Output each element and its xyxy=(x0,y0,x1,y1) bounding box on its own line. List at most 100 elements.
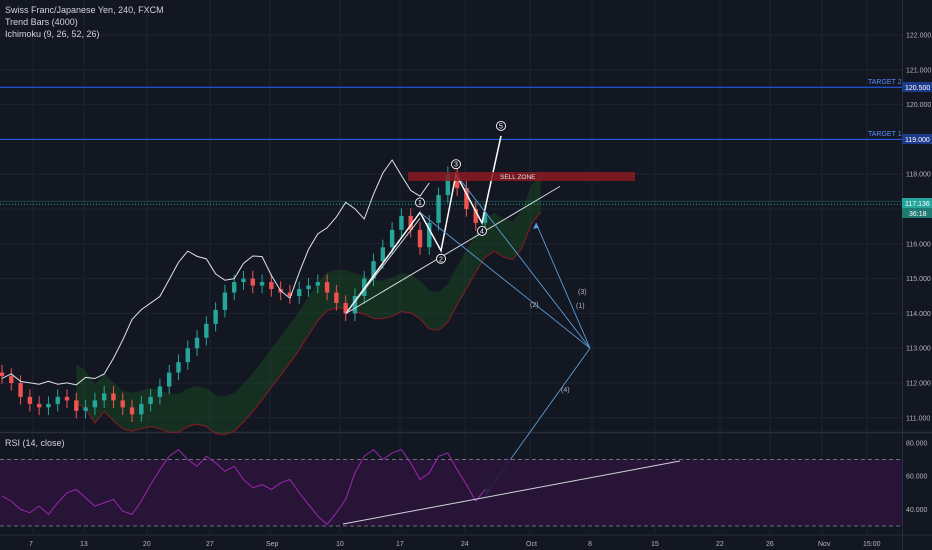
countdown-badge xyxy=(902,208,932,218)
candle xyxy=(389,229,395,248)
wave-label: 3 xyxy=(454,162,458,169)
lagging-span xyxy=(1,159,430,386)
wave-marker xyxy=(496,120,506,131)
candle xyxy=(101,393,107,401)
rsi-tick-label: 60.000 xyxy=(906,474,928,481)
candle xyxy=(83,407,88,411)
candle xyxy=(74,400,79,411)
ichimoku-lagging-span xyxy=(1,159,430,386)
candle xyxy=(454,174,460,189)
candle xyxy=(464,188,469,209)
candle xyxy=(315,282,321,286)
projection-line xyxy=(419,212,591,349)
elliott-waves[interactable]: 1 2 3 4 5 xyxy=(345,120,561,314)
rsi-trendline xyxy=(342,460,681,525)
candle xyxy=(148,396,153,404)
candle xyxy=(334,292,339,303)
candle xyxy=(324,282,330,293)
trendline-upper xyxy=(345,185,561,314)
time-tick-label: 24 xyxy=(461,541,469,548)
candle xyxy=(417,229,423,248)
current-price: 117.136 xyxy=(905,201,930,208)
candle xyxy=(55,396,60,404)
chart-title[interactable]: Swiss Franc/Japanese Yen, 240, FXCM xyxy=(5,5,164,15)
candle xyxy=(473,209,478,223)
wave-label: 1 xyxy=(418,200,422,207)
candle xyxy=(297,289,302,296)
time-tick-label: 26 xyxy=(766,541,774,548)
time-axis[interactable]: 7 13 20 27 Sep 10 17 24 Oct 8 15 22 26 Nov 15:00 xyxy=(29,541,881,548)
time-tick-label: 15 xyxy=(651,541,659,548)
price-tick-label: 113.000 xyxy=(906,346,931,353)
projection-label-4: (4) xyxy=(561,387,570,394)
indicator-ichimoku[interactable]: Ichimoku (9, 26, 52, 26) xyxy=(5,29,100,39)
sell-zone-box[interactable] xyxy=(408,172,635,181)
candle xyxy=(287,292,293,296)
time-tick-label: 20 xyxy=(143,541,151,548)
candle xyxy=(129,407,135,415)
price-tick-label: 116.000 xyxy=(906,241,931,248)
candle xyxy=(445,174,451,196)
candle xyxy=(194,337,200,349)
target-1-label: TARGET 1 xyxy=(868,131,902,138)
candle xyxy=(371,261,376,279)
indicator-trend-bars[interactable]: Trend Bars (4000) xyxy=(5,17,78,27)
target-1-price-badge xyxy=(902,134,932,144)
candle xyxy=(139,403,144,415)
wave-marker xyxy=(436,253,446,264)
price-tick-label: 120.000 xyxy=(906,102,931,109)
price-tick-label: 121.000 xyxy=(906,67,931,74)
time-tick-label: Nov xyxy=(818,541,831,548)
wave-label: 5 xyxy=(499,123,503,130)
candle xyxy=(427,222,432,248)
candle xyxy=(259,282,265,286)
price-tick-label: 122.000 xyxy=(906,33,931,40)
time-tick-label: 17 xyxy=(396,541,404,548)
candle xyxy=(250,278,255,286)
time-tick-label: 27 xyxy=(206,541,214,548)
wave-label: 4 xyxy=(480,228,484,235)
price-tick-label: 115.000 xyxy=(906,276,931,283)
candle xyxy=(436,195,441,223)
time-tick-label: 15:00 xyxy=(863,541,881,548)
price-tick-label: 114.000 xyxy=(906,311,931,318)
arrow-head xyxy=(533,222,539,229)
candle xyxy=(222,292,228,310)
candle xyxy=(166,372,172,387)
candle xyxy=(120,400,125,408)
countdown: 36:18 xyxy=(909,211,927,218)
candle xyxy=(232,282,237,293)
target-1-price: 119.000 xyxy=(905,137,930,144)
rsi-panel xyxy=(0,448,902,527)
wave-path xyxy=(345,135,502,314)
rsi-tick-label: 40.000 xyxy=(906,507,928,514)
candle xyxy=(204,323,209,338)
target-2-price: 120.500 xyxy=(905,85,930,92)
ichimoku-cloud xyxy=(76,173,542,436)
candle xyxy=(64,396,70,401)
projection-lines[interactable] xyxy=(419,173,591,496)
candle xyxy=(213,309,218,324)
target-2-label: TARGET 2 xyxy=(868,79,902,86)
candle xyxy=(352,296,358,314)
wave-marker xyxy=(451,159,461,170)
wave-marker xyxy=(415,197,425,208)
candle xyxy=(157,386,163,397)
price-tick-label: 112.000 xyxy=(906,381,931,388)
projection-line xyxy=(535,222,591,349)
candle xyxy=(18,383,23,397)
price-axis[interactable]: 111.000 112.000 113.000 114.000 115.000 116.0… xyxy=(906,33,931,514)
candle xyxy=(92,400,98,408)
trendline-inner xyxy=(345,218,421,314)
candle xyxy=(269,282,274,290)
candle xyxy=(482,212,488,223)
rsi-band xyxy=(0,459,902,526)
time-tick-label: Sep xyxy=(266,541,279,548)
current-price-badge xyxy=(902,198,932,208)
rsi-title[interactable]: RSI (14, close) xyxy=(5,438,65,448)
candle xyxy=(0,372,5,377)
candle xyxy=(408,215,413,230)
